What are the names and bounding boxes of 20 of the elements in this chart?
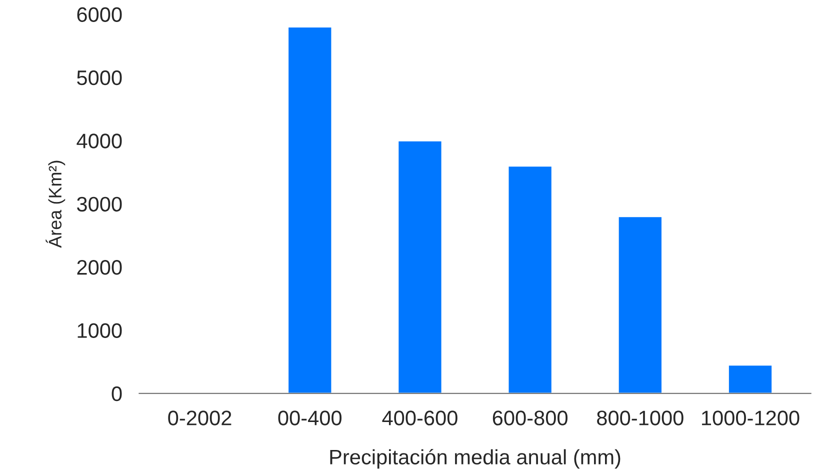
x-tick-label: 800-1000 <box>597 410 684 426</box>
y-axis-title: Área (Km²) <box>46 160 66 248</box>
y-tick-label: 1000 <box>78 323 122 338</box>
bar <box>397 140 443 394</box>
y-tick-label: 2000 <box>77 260 122 275</box>
bar <box>287 26 333 394</box>
x-axis-title: Precipitación media anual (mm) <box>330 448 620 469</box>
bar <box>728 364 773 394</box>
x-tick-label: 00-400 <box>278 410 342 426</box>
bar <box>617 216 663 394</box>
x-tick-label: 0-2002 <box>168 410 232 426</box>
y-tick-label: 4000 <box>76 134 122 148</box>
y-tick-label: 6000 <box>77 7 122 22</box>
y-tick-label: 3000 <box>77 196 122 212</box>
y-tick-label: 5000 <box>77 70 122 86</box>
x-tick-label: 600-800 <box>492 410 568 426</box>
bar <box>507 165 553 394</box>
x-tick-label: 1000-1200 <box>702 410 800 426</box>
y-tick-label: 0 <box>112 386 122 402</box>
x-tick-label: 400-600 <box>382 410 458 426</box>
